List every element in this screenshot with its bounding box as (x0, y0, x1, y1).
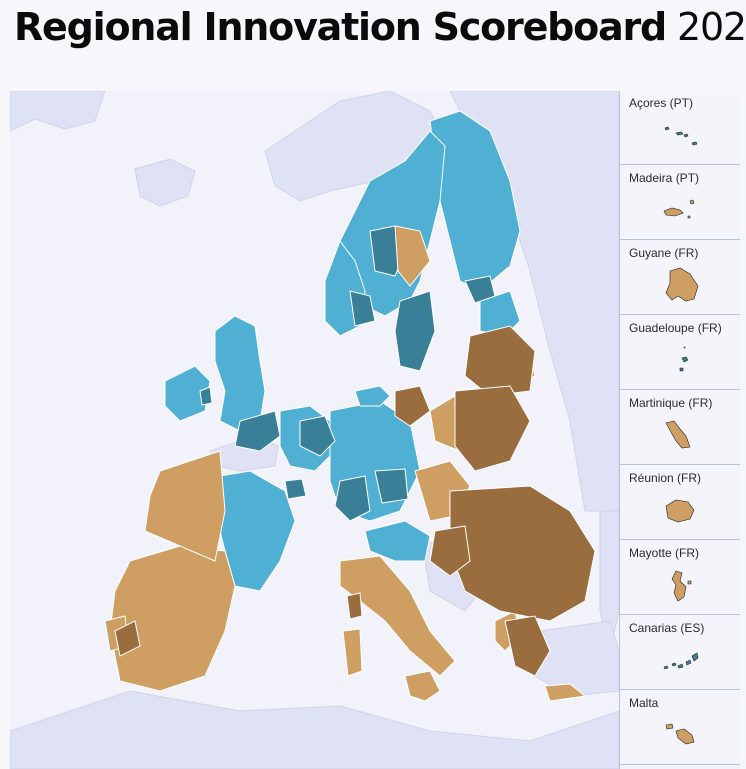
inset-label: Madeira (PT) (629, 171, 700, 185)
inset-label: Guyane (FR) (629, 246, 699, 260)
region-greece[interactable] (504, 615, 551, 677)
inset-madeira[interactable]: Madeira (PT) (620, 166, 740, 240)
title-main: Regional Innovation Scoreboard (14, 5, 667, 49)
region-ireland[interactable] (164, 365, 211, 422)
north-africa-land (10, 690, 619, 769)
azores-islands-icon (664, 126, 698, 146)
inset-acores[interactable]: Açores (PT) (620, 91, 740, 165)
inset-reunion[interactable]: Réunion (FR) (620, 466, 740, 540)
emerging-innovator-regions[interactable] (114, 325, 596, 677)
region-baden-wurttemberg[interactable] (334, 475, 371, 522)
region-crete[interactable] (544, 683, 587, 702)
madeira-island-icon (663, 199, 695, 219)
region-helsinki[interactable] (464, 275, 496, 304)
canarias-islands-icon (663, 652, 699, 670)
inset-label: Mayotte (FR) (629, 546, 700, 560)
europe-map[interactable] (10, 91, 619, 769)
region-dublin[interactable] (199, 386, 213, 406)
guyane-icon (665, 267, 699, 302)
inset-label: Açores (PT) (629, 96, 694, 110)
title-year: 2025 (676, 5, 746, 49)
east-land (599, 510, 619, 652)
region-stockholm[interactable] (394, 290, 436, 372)
region-london-south-east[interactable] (234, 410, 281, 452)
region-portugal-south[interactable] (114, 620, 141, 657)
region-latvia-lithuania[interactable] (464, 325, 536, 397)
inset-mayotte[interactable]: Mayotte (FR) (620, 541, 740, 615)
malta-icon (665, 723, 695, 745)
region-sardinia[interactable] (342, 628, 363, 677)
region-poland-east[interactable] (454, 385, 531, 472)
region-slovakia[interactable] (394, 385, 431, 427)
region-france-west[interactable] (144, 450, 226, 562)
martinique-icon (665, 420, 691, 449)
region-hungary[interactable] (429, 525, 471, 577)
inset-label: Guadeloupe (FR) (629, 321, 722, 335)
region-sweden-north-middle[interactable] (394, 225, 431, 287)
innovation-leader-regions[interactable] (199, 225, 496, 522)
region-oslo[interactable] (349, 290, 376, 327)
inset-martinique[interactable]: Martinique (FR) (620, 391, 740, 465)
inset-label: Martinique (FR) (629, 396, 713, 410)
inset-guyane[interactable]: Guyane (FR) (620, 241, 740, 315)
region-ile-de-france[interactable] (284, 478, 307, 500)
inset-label: Canarias (ES) (629, 621, 705, 635)
map-canvas (10, 91, 619, 769)
page-title: Regional Innovation Scoreboard 2025 (14, 4, 746, 52)
reunion-icon (665, 499, 695, 523)
region-netherlands[interactable] (299, 415, 336, 457)
iceland-land (134, 158, 196, 207)
region-bavaria[interactable] (374, 468, 409, 504)
region-sicily[interactable] (404, 670, 441, 702)
outermost-regions-panel: Açores (PT) Madeira (PT) Guyane (FR) (619, 91, 741, 769)
inset-label: Réunion (FR) (629, 471, 702, 485)
inset-guadeloupe[interactable]: Guadeloupe (FR) (620, 316, 740, 390)
guadeloupe-icon (679, 346, 689, 372)
inset-canarias[interactable]: Canarias (ES) (620, 616, 740, 690)
region-austria[interactable] (364, 520, 431, 562)
mayotte-icon (671, 570, 692, 602)
region-finland[interactable] (429, 110, 521, 292)
region-denmark[interactable] (354, 385, 391, 407)
greenland-land (10, 91, 106, 132)
region-corsica[interactable] (346, 592, 363, 620)
inset-malta[interactable]: Malta (620, 691, 740, 765)
inset-label: Malta (629, 696, 659, 710)
